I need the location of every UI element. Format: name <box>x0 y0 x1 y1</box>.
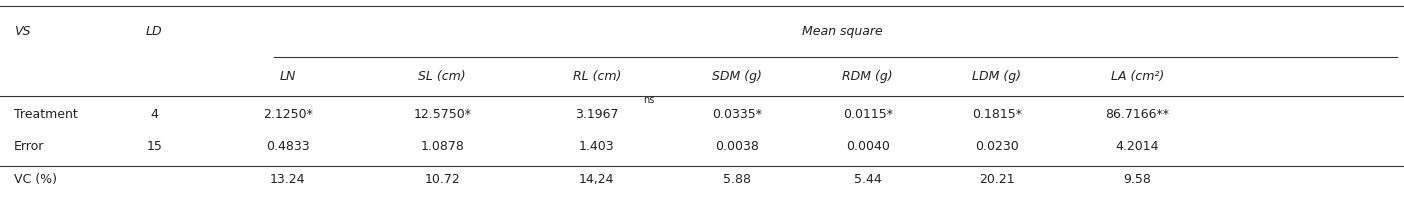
Text: 0.4833: 0.4833 <box>265 140 310 153</box>
Text: 14,24: 14,24 <box>578 173 615 186</box>
Text: RL (cm): RL (cm) <box>573 70 621 83</box>
Text: 1.0878: 1.0878 <box>420 140 465 153</box>
Text: 4.2014: 4.2014 <box>1116 140 1158 153</box>
Text: 9.58: 9.58 <box>1123 173 1151 186</box>
Text: LDM (g): LDM (g) <box>973 70 1021 83</box>
Text: 13.24: 13.24 <box>270 173 306 186</box>
Text: 1.403: 1.403 <box>578 140 615 153</box>
Text: 0.0115*: 0.0115* <box>842 108 893 121</box>
Text: 0.0040: 0.0040 <box>845 140 890 153</box>
Text: LA (cm²): LA (cm²) <box>1111 70 1164 83</box>
Text: 4: 4 <box>150 108 159 121</box>
Text: 86.7166**: 86.7166** <box>1105 108 1170 121</box>
Text: Error: Error <box>14 140 45 153</box>
Text: LD: LD <box>146 25 163 38</box>
Text: 5.88: 5.88 <box>723 173 751 186</box>
Text: 20.21: 20.21 <box>979 173 1015 186</box>
Text: 0.0230: 0.0230 <box>974 140 1019 153</box>
Text: SL (cm): SL (cm) <box>418 70 466 83</box>
Text: RDM (g): RDM (g) <box>842 70 893 83</box>
Text: 12.5750*: 12.5750* <box>413 108 472 121</box>
Text: 2.1250*: 2.1250* <box>263 108 313 121</box>
Text: 15: 15 <box>146 140 163 153</box>
Text: Treatment: Treatment <box>14 108 77 121</box>
Text: 0.1815*: 0.1815* <box>972 108 1022 121</box>
Text: VC (%): VC (%) <box>14 173 58 186</box>
Text: 3.1967: 3.1967 <box>576 108 618 121</box>
Text: SDM (g): SDM (g) <box>712 70 762 83</box>
Text: LN: LN <box>279 70 296 83</box>
Text: 10.72: 10.72 <box>424 173 461 186</box>
Text: 0.0335*: 0.0335* <box>712 108 762 121</box>
Text: ns: ns <box>643 95 654 105</box>
Text: 5.44: 5.44 <box>854 173 882 186</box>
Text: VS: VS <box>14 25 31 38</box>
Text: 0.0038: 0.0038 <box>715 140 760 153</box>
Text: Mean square: Mean square <box>802 25 883 38</box>
